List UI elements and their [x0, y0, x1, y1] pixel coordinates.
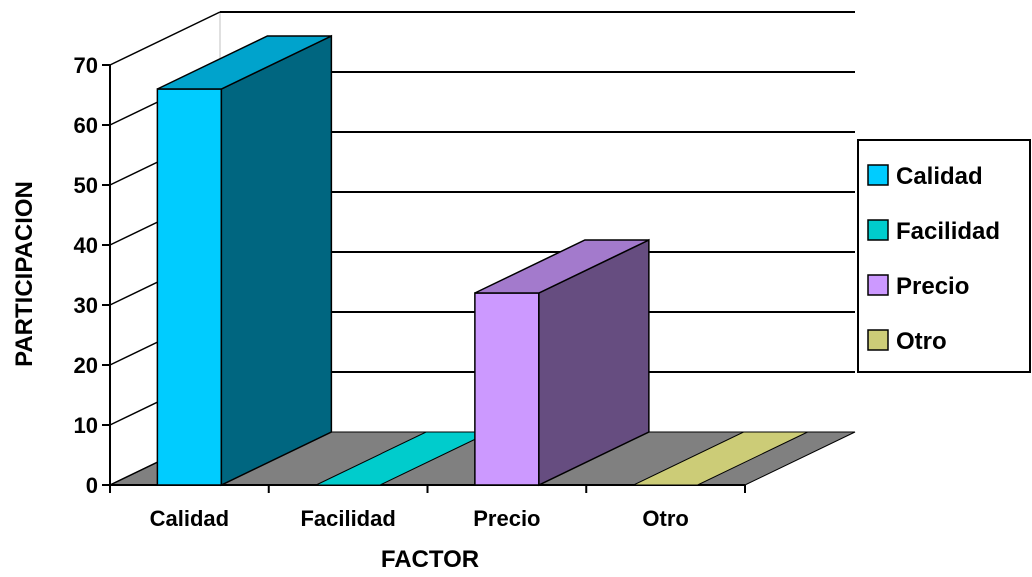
- y-tick-label: 40: [74, 233, 98, 258]
- legend-label-calidad: Calidad: [896, 163, 983, 190]
- y-tick-label: 0: [86, 473, 98, 498]
- bars: [156, 34, 808, 487]
- bar-side-calidad: [220, 34, 333, 487]
- x-tick-label-precio: Precio: [473, 506, 540, 531]
- legend-label-precio: Precio: [896, 273, 969, 300]
- x-category-labels: Calidad Facilidad Precio Otro: [150, 506, 689, 531]
- y-tick-labels: 0 10 20 30 40 50 60 70: [74, 53, 98, 498]
- y-tick-label: 50: [74, 173, 98, 198]
- legend-swatch-facilidad: [867, 219, 889, 241]
- bar-top-otro: [633, 431, 808, 486]
- y-tick-label: 60: [74, 113, 98, 138]
- bar-front-calidad: [156, 88, 223, 486]
- y-tick-label: 20: [74, 353, 98, 378]
- y-axis-title: PARTICIPACION: [11, 181, 38, 367]
- bar-otro: [633, 431, 808, 486]
- x-tick-label-facilidad: Facilidad: [300, 506, 395, 531]
- legend-label-otro: Otro: [896, 328, 947, 355]
- bar-front-precio: [474, 292, 540, 486]
- legend-swatch-otro: [867, 329, 889, 351]
- x-axis-title: FACTOR: [381, 546, 479, 573]
- legend: Calidad Facilidad Precio Otro: [857, 139, 1031, 373]
- y-tick-label: 70: [74, 53, 98, 78]
- bar-top-calidad: [157, 35, 332, 90]
- y-tick-label: 30: [74, 293, 98, 318]
- bar-precio: [474, 238, 650, 487]
- gridline-side: [109, 11, 221, 66]
- legend-swatch-precio: [867, 274, 889, 296]
- legend-label-facilidad: Facilidad: [896, 218, 1000, 245]
- bar-top-precio: [474, 239, 650, 294]
- legend-swatch-calidad: [867, 164, 889, 186]
- y-tick-label: 10: [74, 413, 98, 438]
- x-tick-label-otro: Otro: [642, 506, 688, 531]
- x-tick-label-calidad: Calidad: [150, 506, 229, 531]
- bar-calidad: [156, 34, 333, 487]
